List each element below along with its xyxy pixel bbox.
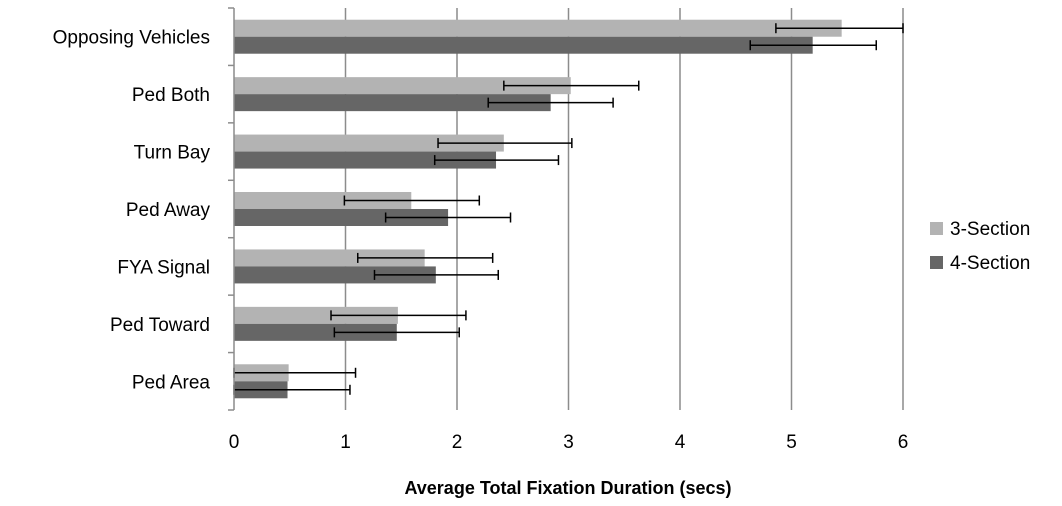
error-bar [373,269,500,280]
category-labels: Opposing Vehicles Ped Both Turn Bay Ped Awa… [53,28,211,394]
category-label: Opposing Vehicles [53,28,210,49]
legend-label: 4-Section [950,253,1030,274]
category-label: Ped Area [132,372,211,393]
grid-lines [344,8,904,410]
bar-series2 [234,323,397,341]
bar-series1 [234,19,842,37]
legend-label: 3-Section [950,219,1030,240]
x-tick-label: 3 [563,432,574,453]
error-bar [333,327,460,338]
bar-series2 [234,151,497,169]
x-tick-label: 6 [898,432,909,453]
bar-series2 [234,209,449,226]
error-bar [487,97,614,108]
x-axis-title: Average Total Fixation Duration (secs) [404,478,731,498]
error-bar [343,195,481,206]
error-bars [233,23,904,395]
category-label: Turn Bay [134,143,211,164]
error-bar [357,252,494,263]
error-bar [433,155,560,166]
x-tick-label: 4 [675,432,686,453]
error-bar [384,212,512,223]
x-tick-label: 0 [229,432,240,453]
bar-series2 [234,94,551,112]
bars [234,19,842,399]
bar-series1 [234,134,504,152]
bar-series2 [234,266,436,284]
legend-swatch [930,256,943,269]
category-label: Ped Toward [110,315,210,336]
x-tick-label: 1 [340,432,351,453]
bar-series1 [234,192,412,209]
category-label: FYA Signal [117,257,210,278]
error-bar [749,40,877,51]
error-bar [330,310,467,321]
legend-swatch [930,222,943,235]
error-bar [503,80,640,91]
error-bar [437,138,573,149]
bar-series1 [234,77,571,95]
category-label: Ped Both [132,85,210,106]
bar-series1 [234,306,398,324]
error-bar [775,23,904,34]
legend: 3-Section 4-Section [930,219,1030,274]
bar-series2 [234,36,813,54]
x-tick-label: 5 [786,432,797,453]
x-tick-label: 2 [452,432,463,453]
axes [228,7,235,411]
bar-series1 [234,249,425,267]
x-tick-labels: 0 1 2 3 4 5 6 [229,432,909,453]
category-label: Ped Away [126,200,211,221]
